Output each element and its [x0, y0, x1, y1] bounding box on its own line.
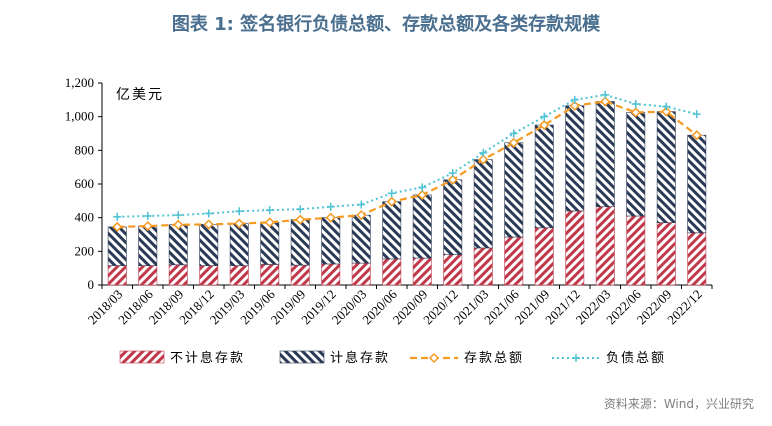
y-tick-label: 400 [75, 210, 95, 225]
bar-non-interest [351, 262, 371, 286]
bar-non-interest [412, 257, 432, 286]
bar-non-interest [107, 265, 127, 286]
bar-interest [382, 201, 402, 260]
bar-non-interest [290, 264, 310, 286]
bar-interest [595, 101, 615, 208]
source-note: 资料来源：Wind，兴业研究 [603, 397, 754, 411]
point-deposits [661, 106, 672, 117]
bar-interest [412, 194, 432, 259]
bar-non-interest [656, 222, 676, 286]
y-tick-label: 200 [75, 243, 95, 258]
point-deposits [386, 196, 397, 207]
point-deposits [600, 96, 611, 107]
point-deposits [112, 221, 123, 232]
bar-non-interest [443, 254, 463, 286]
bar-interest [687, 134, 707, 234]
y-tick-label: 1,200 [65, 75, 94, 90]
y-tick-label: 600 [75, 176, 95, 191]
bar-interest [626, 112, 646, 217]
point-deposits [142, 221, 153, 232]
bar-interest [229, 223, 249, 266]
bar-non-interest [504, 236, 524, 286]
legend-interest-swatch [279, 350, 325, 364]
y-tick-label: 800 [75, 142, 95, 157]
bar-non-interest [565, 210, 585, 286]
bar-non-interest [229, 265, 249, 286]
point-deposits [417, 189, 428, 201]
bar-interest [656, 111, 676, 224]
legend: 不计息存款 计息存款 存款总额 负债总额 [119, 350, 666, 366]
bar-non-interest [687, 232, 707, 286]
point-deposits [173, 219, 184, 230]
bar-non-interest [595, 206, 615, 286]
point-deposits [356, 210, 367, 221]
y-tick-label: 0 [88, 277, 95, 292]
bar-non-interest [321, 263, 341, 286]
bar-non-interest [626, 215, 646, 286]
legend-non-interest-swatch [119, 350, 165, 364]
bar-interest [321, 217, 341, 265]
bar-interest [107, 226, 127, 266]
bar-interest [534, 124, 554, 229]
point-deposits [295, 214, 306, 225]
point-deposits [234, 218, 245, 229]
line-liabilities [117, 93, 697, 218]
bar-non-interest [473, 247, 493, 286]
point-deposits [447, 174, 458, 185]
point-deposits [539, 120, 550, 131]
bar-interest [260, 222, 280, 265]
legend-liabilities-label: 负债总额 [606, 351, 666, 366]
bar-interest [565, 105, 585, 212]
chart-title: 图表 1: 签名银行负债总额、存款总额及各类存款规模 [171, 14, 601, 35]
bar-non-interest [260, 264, 280, 286]
bar-interest [504, 142, 524, 238]
legend-interest-label: 计息存款 [330, 350, 390, 366]
bar-non-interest [534, 227, 554, 286]
point-deposits [630, 107, 641, 118]
bar-interest [443, 179, 463, 256]
point-deposits [203, 219, 214, 230]
bar-non-interest [168, 264, 188, 286]
bar-interest [473, 159, 493, 249]
legend-non-interest-label: 不计息存款 [170, 350, 245, 366]
point-deposits [508, 137, 519, 148]
bar-interest [290, 219, 310, 266]
bar-non-interest [382, 258, 402, 286]
bar-interest [168, 224, 188, 266]
bar-interest [199, 224, 219, 266]
bars-group [107, 101, 707, 286]
bar-interest [351, 214, 371, 264]
point-deposits [478, 154, 489, 165]
line-deposits [117, 100, 698, 229]
point-deposits [691, 130, 702, 141]
y-tick-label: 1,000 [65, 109, 94, 124]
point-deposits [569, 100, 580, 111]
point-deposits [325, 212, 336, 223]
lines-group [112, 90, 702, 232]
y-unit-label: 亿美元 [116, 87, 164, 103]
x-tick-label: 2022/12 [664, 287, 705, 328]
bar-non-interest [138, 265, 158, 286]
legend-deposits-label: 存款总额 [464, 351, 524, 366]
point-deposits [264, 217, 275, 228]
legend-deposits-marker [428, 352, 440, 364]
bar-non-interest [199, 265, 219, 286]
bar-interest [138, 225, 158, 266]
